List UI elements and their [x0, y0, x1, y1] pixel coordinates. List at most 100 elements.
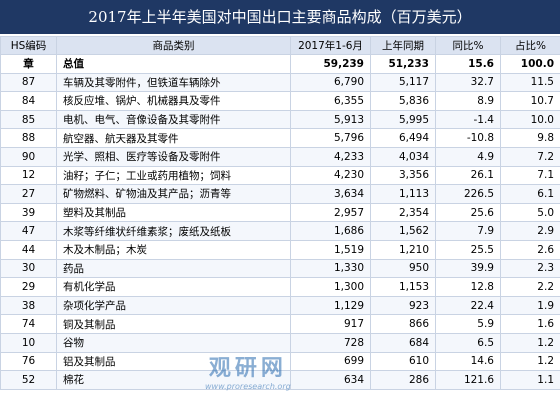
table-cell: 88	[0, 128, 57, 148]
table-cell: 2.9	[500, 221, 560, 241]
table-row: 27 矿物燃料、矿物油及其产品；沥青等 3,634 1,113 226.5 6.1	[0, 184, 560, 204]
table-cell: 5,796	[290, 128, 371, 148]
table-cell: 12	[0, 165, 57, 186]
table-cell: 39.9	[435, 258, 501, 279]
table-cell: 11.5	[500, 72, 560, 93]
table-row: 84 核反应堆、锅炉、机械器具及零件 6,355 5,836 8.9 10.7	[0, 91, 560, 111]
table-cell: 1.6	[500, 314, 560, 334]
table-cell: 866	[370, 314, 436, 334]
table-cell: 木浆等纤维状纤维素浆；废纸及纸板	[56, 221, 291, 241]
table-cell: 6,494	[370, 128, 436, 148]
table-cell: 90	[0, 146, 57, 167]
table-cell: 39	[0, 202, 57, 223]
table-cell: 1.1	[500, 370, 560, 390]
table-row: 90 光学、照相、医疗等设备及零附件 4,233 4,034 4.9 7.2	[0, 146, 560, 167]
table-row: 76 铝及其制品 699 610 14.6 1.2	[0, 351, 560, 372]
table-cell: 10	[0, 332, 57, 353]
table-row: 38 杂项化学产品 1,129 923 22.4 1.9	[0, 295, 560, 316]
table-cell: 32.7	[435, 72, 501, 93]
table-cell: 矿物燃料、矿物油及其产品；沥青等	[56, 184, 291, 204]
table-row: 39 塑料及其制品 2,957 2,354 25.6 5.0	[0, 202, 560, 223]
table-row: 29 有机化学品 1,300 1,153 12.8 2.2	[0, 277, 560, 297]
table-cell: 6.1	[500, 184, 560, 204]
table-cell: 1,300	[290, 277, 371, 297]
table-cell: -10.8	[435, 128, 501, 148]
table-cell: 76	[0, 351, 57, 372]
table-cell: 59,239	[290, 54, 371, 74]
table-cell: 1,519	[290, 239, 371, 260]
table-cell: 634	[290, 370, 371, 390]
table-cell: 6,790	[290, 72, 371, 93]
table-cell: 923	[370, 295, 436, 316]
table-cell: 棉花	[56, 370, 291, 390]
table-cell: 44	[0, 239, 57, 260]
table-cell: 4,233	[290, 146, 371, 167]
table-cell: 1.2	[500, 351, 560, 372]
table-cell: 917	[290, 314, 371, 334]
table-cell: -1.4	[435, 109, 501, 130]
column-header: 上年同期	[370, 36, 436, 55]
table-cell: 总值	[56, 54, 291, 74]
table-cell: 5.0	[500, 202, 560, 223]
table-cell: 226.5	[435, 184, 501, 204]
table-cell: 铜及其制品	[56, 314, 291, 334]
table-cell: 4,034	[370, 146, 436, 167]
table-cell: 47	[0, 221, 57, 241]
table-cell: 12.8	[435, 277, 501, 297]
table-cell: 29	[0, 277, 57, 297]
table-cell: 章	[0, 54, 57, 74]
table-cell: 1.2	[500, 332, 560, 353]
header-row: HS编码 商品类别 2017年1-6月 上年同期 同比% 占比%	[0, 36, 560, 55]
table-cell: 木及木制品；木炭	[56, 239, 291, 260]
table-cell: 9.8	[500, 128, 560, 148]
table-cell: 航空器、航天器及其零件	[56, 128, 291, 148]
table-cell: 74	[0, 314, 57, 334]
table-cell: 684	[370, 332, 436, 353]
table-cell: 2.3	[500, 258, 560, 279]
table-cell: 27	[0, 184, 57, 204]
table-cell: 光学、照相、医疗等设备及零附件	[56, 146, 291, 167]
column-header: 占比%	[500, 36, 560, 55]
column-header: 商品类别	[56, 36, 291, 55]
table-cell: 1,562	[370, 221, 436, 241]
table-cell: 5,836	[370, 91, 436, 111]
table-cell: 2.6	[500, 239, 560, 260]
table-cell: 3,356	[370, 165, 436, 186]
table-cell: 1,210	[370, 239, 436, 260]
table-cell: 2,354	[370, 202, 436, 223]
table-cell: 10.7	[500, 91, 560, 111]
table-cell: 5,995	[370, 109, 436, 130]
table-cell: 7.9	[435, 221, 501, 241]
table-row: 47 木浆等纤维状纤维素浆；废纸及纸板 1,686 1,562 7.9 2.9	[0, 221, 560, 241]
table-cell: 塑料及其制品	[56, 202, 291, 223]
table-cell: 85	[0, 109, 57, 130]
table-row: 52 棉花 634 286 121.6 1.1	[0, 370, 560, 390]
column-header: 2017年1-6月	[290, 36, 371, 55]
table-row: 85 电机、电气、音像设备及其零附件 5,913 5,995 -1.4 10.0	[0, 109, 560, 130]
table-cell: 铝及其制品	[56, 351, 291, 372]
table-cell: 10.0	[500, 109, 560, 130]
table-row: 74 铜及其制品 917 866 5.9 1.6	[0, 314, 560, 334]
table-cell: 7.2	[500, 146, 560, 167]
table-cell: 1.9	[500, 295, 560, 316]
table-cell: 15.6	[435, 54, 501, 74]
table-cell: 100.0	[500, 54, 560, 74]
table-cell: 30	[0, 258, 57, 279]
table-cell: 6.5	[435, 332, 501, 353]
table-cell: 5,913	[290, 109, 371, 130]
table-cell: 5,117	[370, 72, 436, 93]
table-cell: 22.4	[435, 295, 501, 316]
title: 2017年上半年美国对中国出口主要商品构成（百万美元）	[0, 0, 560, 36]
table-cell: 286	[370, 370, 436, 390]
table-cell: 121.6	[435, 370, 501, 390]
table-cell: 车辆及其零附件，但铁道车辆除外	[56, 72, 291, 93]
table-row: 章总值 59,239 51,233 15.6 100.0	[0, 54, 560, 74]
table-cell: 5.9	[435, 314, 501, 334]
table-cell: 6,355	[290, 91, 371, 111]
table-row: 12 油籽；子仁；工业或药用植物；饲料 4,230 3,356 26.1 7.1	[0, 165, 560, 186]
table-cell: 25.5	[435, 239, 501, 260]
table-cell: 2,957	[290, 202, 371, 223]
table-cell: 52	[0, 370, 57, 390]
table-cell: 1,129	[290, 295, 371, 316]
table-cell: 1,113	[370, 184, 436, 204]
